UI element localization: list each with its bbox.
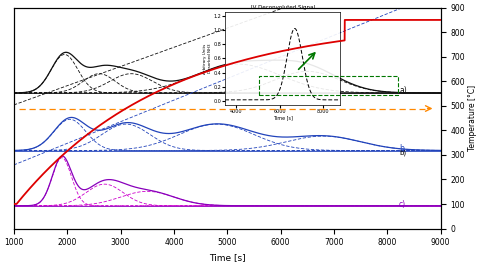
Bar	[259, 76, 397, 95]
Text: b): b)	[398, 150, 406, 156]
Text: b: b	[398, 144, 403, 153]
X-axis label: Time [s]: Time [s]	[208, 253, 245, 262]
Text: a): a)	[398, 86, 406, 95]
Text: c): c)	[398, 200, 406, 209]
Y-axis label: Temperature [°C]: Temperature [°C]	[467, 85, 476, 151]
